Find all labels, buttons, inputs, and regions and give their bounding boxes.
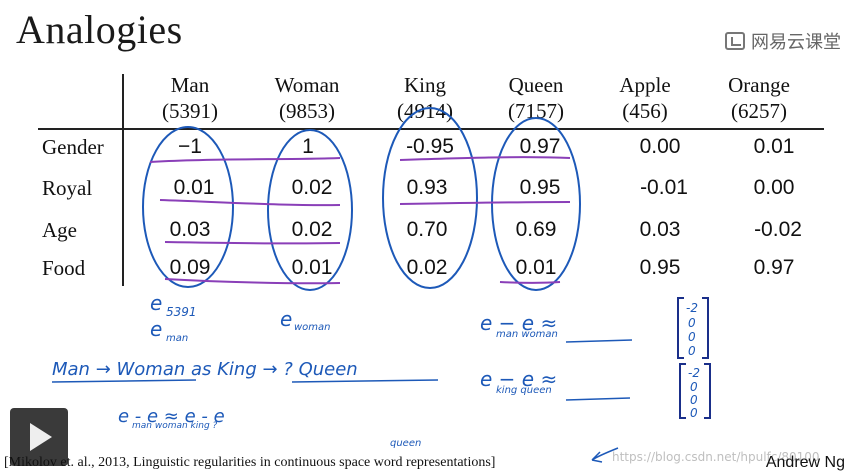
column-header-king: King (4914) (370, 72, 480, 124)
vector1-right-bracket (702, 297, 709, 359)
eman-letter: e (150, 317, 162, 341)
table-cell: 0.97 (753, 256, 795, 279)
play-button[interactable] (10, 408, 68, 466)
slide-title: Analogies (16, 7, 183, 52)
row-header-gender: Gender (42, 135, 104, 159)
table-cell: 0.01 (753, 135, 795, 158)
analogy-statement: Man → Woman as King → ? Queen (52, 359, 358, 380)
equation-man-woman-subscripts: man woman (496, 329, 558, 340)
row-header-age: Age (42, 218, 77, 242)
brand-watermark: 网易云课堂 (725, 28, 841, 54)
table-cell: 0.02 (406, 256, 448, 279)
table-cell: -0.01 (640, 176, 688, 199)
eq1-underline (565, 339, 633, 343)
column-word: Orange (728, 73, 790, 97)
equation-man-woman: e − e ≈ (480, 311, 557, 335)
vector2-left-bracket (679, 363, 686, 419)
ewoman-subscript: woman (294, 322, 331, 333)
column-index: (9853) (279, 99, 335, 123)
e5391-subscript: 5391 (166, 305, 197, 319)
url-watermark: https://blog.csdn.net/hpulfc/80100 (612, 450, 820, 464)
vector2-entry: -2 (688, 366, 700, 380)
table-vertical-divider (122, 74, 124, 286)
table-cell: 0.03 (639, 218, 681, 241)
column-index: (4914) (397, 99, 453, 123)
royal-underline-right (399, 201, 571, 205)
column-header-woman: Woman (9853) (252, 72, 362, 124)
table-cell: −1 (178, 135, 202, 158)
citation-text: [Mikolov et. al., 2013, Linguistic regul… (4, 455, 496, 470)
table-cell: -0.95 (406, 135, 454, 158)
vector2-entry: 0 (690, 406, 698, 420)
table-cell: -0.02 (754, 218, 802, 241)
table-horizontal-divider (38, 128, 824, 130)
column-index: (456) (622, 99, 668, 123)
vector1-entry: -2 (686, 301, 698, 315)
table-cell: 0.03 (169, 218, 211, 241)
eman-subscript: man (166, 333, 188, 344)
table-cell: 0.00 (753, 176, 795, 199)
table-cell: 0.01 (173, 176, 215, 199)
vector2-right-bracket (704, 363, 711, 419)
equation-king-queen: e − e ≈ (480, 367, 557, 391)
column-word: Apple (619, 73, 671, 97)
vector2-entry: 0 (690, 393, 698, 407)
column-index: (5391) (162, 99, 218, 123)
author-name: Andrew Ng (765, 454, 845, 471)
bottom-equation-subscripts: man woman king ? (132, 421, 218, 431)
column-header-man: Man (5391) (135, 72, 245, 124)
ewoman-letter: e (280, 307, 292, 331)
table-cell: 0.01 (291, 256, 333, 279)
table-cell: 0.93 (406, 176, 448, 199)
vector1-entry: 0 (688, 344, 696, 358)
table-cell: 0.02 (291, 176, 333, 199)
equation-king-queen-subscripts: king queen (496, 385, 552, 396)
table-cell: 0.95 (639, 256, 681, 279)
table-cell: 0.95 (519, 176, 561, 199)
table-cell: 0.70 (406, 218, 448, 241)
netease-logo-icon (725, 32, 745, 50)
table-cell: 1 (302, 135, 314, 158)
table-cell: 0.00 (639, 135, 681, 158)
column-word: Man (170, 73, 210, 97)
row-header-royal: Royal (42, 176, 93, 200)
analogy-underline-left (51, 379, 197, 383)
age-underline (164, 241, 341, 245)
column-header-queen: Queen (7157) (481, 72, 591, 124)
royal-underline-left (159, 199, 341, 207)
row-header-food: Food (42, 256, 86, 280)
eq2-underline (565, 397, 631, 401)
column-index: (6257) (731, 99, 787, 123)
e5391-letter: e (150, 291, 162, 315)
vector1-entry: 0 (688, 330, 696, 344)
brand-label: 网易云课堂 (751, 32, 841, 53)
vector1-left-bracket (677, 297, 684, 359)
table-cell: 0.69 (515, 218, 557, 241)
column-header-orange: Orange (6257) (704, 72, 814, 124)
column-word: King (404, 73, 446, 97)
table-cell: 0.97 (519, 135, 561, 158)
column-word: Queen (508, 73, 564, 97)
food-underline-right (499, 281, 561, 284)
column-word: Woman (274, 73, 340, 97)
table-cell: 0.02 (291, 218, 333, 241)
bottom-equation-queen: queen (390, 438, 421, 449)
vector1-entry: 0 (688, 316, 696, 330)
table-cell: 0.09 (169, 256, 211, 279)
bottom-equation: e - e ≈ e - e (118, 406, 225, 427)
table-cell: 0.01 (515, 256, 557, 279)
vector2-entry: 0 (690, 380, 698, 394)
column-header-apple: Apple (456) (590, 72, 700, 124)
analogy-underline-right (291, 379, 439, 383)
column-index: (7157) (508, 99, 564, 123)
